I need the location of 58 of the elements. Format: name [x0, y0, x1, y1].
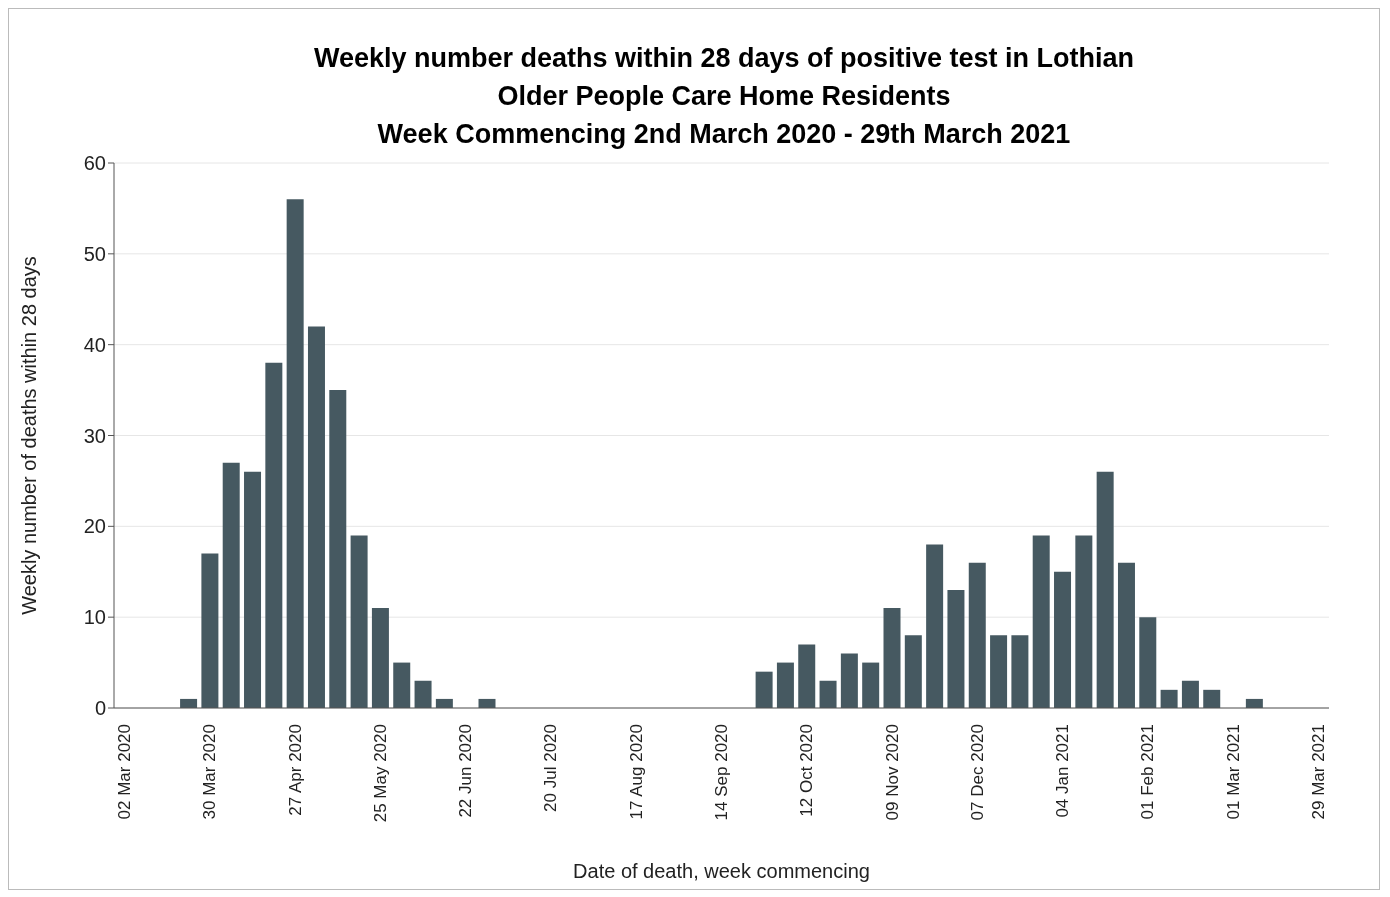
bar	[926, 544, 944, 708]
bar	[883, 608, 901, 708]
y-tick-label: 20	[83, 515, 106, 538]
bar	[755, 671, 773, 708]
bar	[329, 390, 347, 708]
bar	[776, 662, 794, 708]
x-tick-label: 20 Jul 2020	[541, 724, 561, 812]
y-tick-label: 50	[83, 242, 106, 265]
bar	[1054, 571, 1072, 708]
bar	[1203, 689, 1221, 708]
bar	[840, 653, 858, 708]
x-tick-label: 14 Sep 2020	[712, 724, 731, 821]
bar	[1139, 617, 1157, 708]
bar	[968, 562, 986, 708]
x-tick-label: 09 Nov 2020	[882, 724, 902, 821]
x-tick-label: 04 Jan 2021	[1053, 724, 1073, 818]
bar	[947, 589, 965, 708]
bar	[1181, 680, 1199, 708]
bar	[393, 662, 411, 708]
bar	[286, 199, 304, 708]
x-tick-label: 01 Mar 2021	[1223, 724, 1243, 820]
bar	[265, 362, 283, 708]
bar	[990, 635, 1008, 708]
y-tick-label: 30	[83, 424, 106, 447]
bar	[1096, 471, 1114, 708]
y-tick-label: 0	[94, 697, 106, 720]
bar	[222, 462, 240, 708]
bar	[414, 680, 432, 708]
chart-title: Weekly number deaths within 28 days of positive test in Lothian Older People Care Home Residents Week Commencing 2nd March 2020 - 29th March 2021	[312, 42, 1136, 151]
x-tick-label: 27 Apr 2020	[285, 724, 305, 816]
bar	[798, 644, 816, 708]
bar	[1032, 535, 1050, 708]
x-tick-label: 01 Feb 2021	[1138, 724, 1158, 820]
bar	[307, 326, 325, 708]
bar	[1075, 535, 1093, 708]
y-tick-label: 10	[83, 606, 106, 629]
x-tick-label: 02 Mar 2020	[115, 724, 135, 820]
bar	[371, 608, 389, 708]
x-axis-title: Date of death, week commencing	[573, 860, 870, 882]
bar	[244, 471, 262, 708]
bar	[201, 553, 219, 708]
x-tick-label: 25 May 2020	[370, 724, 390, 823]
bar	[904, 635, 922, 708]
x-tick-label: 30 Mar 2020	[200, 724, 220, 820]
x-tick-label: 22 Jun 2020	[456, 724, 476, 818]
bar	[350, 535, 368, 708]
bar	[1011, 635, 1029, 708]
y-tick-label: 60	[83, 152, 106, 175]
y-axis-title: Weekly number of deaths within 28 days	[18, 256, 41, 615]
x-tick-label: 12 Oct 2020	[797, 724, 817, 817]
x-tick-label: 17 Aug 2020	[626, 724, 646, 820]
y-tick-label: 40	[83, 333, 106, 356]
x-tick-label: 07 Dec 2020	[967, 724, 987, 821]
x-tick-label: 29 Mar 2021	[1308, 724, 1328, 820]
bar	[819, 680, 837, 708]
bar	[1160, 689, 1178, 708]
bar	[862, 662, 880, 708]
bar	[1117, 562, 1135, 708]
